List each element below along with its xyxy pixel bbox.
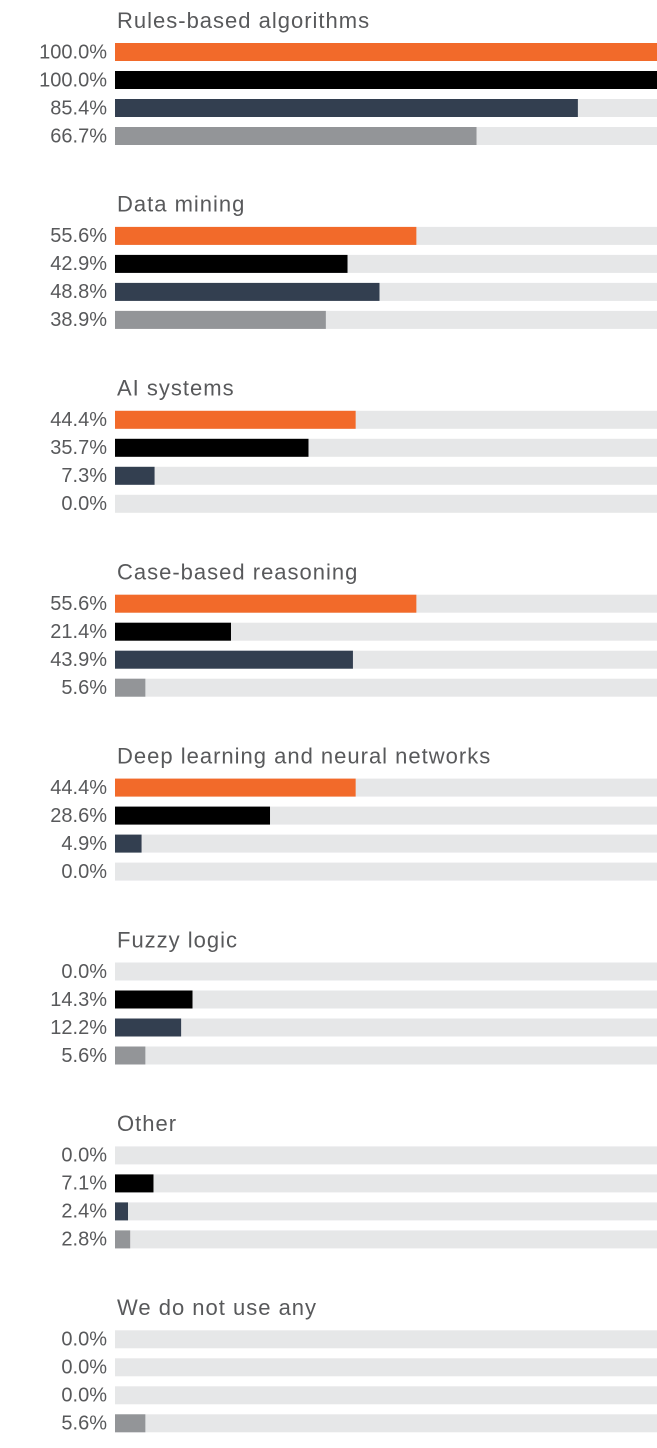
value-label: 28.6% (50, 805, 107, 827)
bar (115, 127, 477, 145)
value-label: 43.9% (50, 649, 107, 671)
value-label: 0.0% (61, 961, 107, 983)
bar (115, 226, 417, 245)
group-title: Other (117, 1111, 177, 1136)
bar-track (115, 678, 657, 697)
bar (115, 678, 146, 697)
value-label: 42.9% (50, 253, 107, 275)
bar (115, 1018, 182, 1037)
group-title: Case-based reasoning (117, 560, 358, 585)
bar (115, 834, 142, 853)
value-label: 2.8% (61, 1229, 107, 1251)
value-label: 5.6% (61, 677, 107, 699)
value-label: 0.0% (61, 1385, 107, 1407)
bar-track (115, 1330, 657, 1349)
bar-track (115, 1146, 657, 1165)
group-title: AI systems (117, 376, 235, 401)
bar-track (115, 834, 657, 853)
bar (115, 310, 326, 329)
value-label: 44.4% (50, 777, 107, 799)
bar (115, 99, 578, 117)
bar (115, 282, 380, 301)
bar (115, 43, 657, 61)
bar-track (115, 1018, 657, 1037)
bar-track (115, 1174, 657, 1193)
bar-track (115, 466, 657, 485)
value-label: 100.0% (39, 41, 107, 63)
value-label: 4.9% (61, 833, 107, 855)
bar (115, 466, 155, 485)
value-label: 21.4% (50, 621, 107, 643)
value-label: 7.3% (61, 465, 107, 487)
bar (115, 806, 271, 825)
value-label: 0.0% (61, 861, 107, 883)
bar (115, 438, 309, 457)
value-label: 55.6% (50, 593, 107, 615)
value-label: 0.0% (61, 1145, 107, 1167)
value-label: 66.7% (50, 125, 107, 147)
value-label: 48.8% (50, 281, 107, 303)
value-label: 0.0% (61, 1357, 107, 1379)
bar (115, 990, 193, 1009)
value-label: 0.0% (61, 493, 107, 515)
bar-track (115, 1386, 657, 1405)
value-label: 100.0% (39, 69, 107, 91)
group-title: Deep learning and neural networks (117, 743, 491, 768)
value-label: 12.2% (50, 1017, 107, 1039)
group-title: Fuzzy logic (117, 927, 238, 952)
value-label: 38.9% (50, 309, 107, 331)
bar-track (115, 1202, 657, 1221)
bar-track (115, 494, 657, 513)
bar-track (115, 1230, 657, 1249)
bar-track (115, 862, 657, 881)
bar (115, 254, 348, 273)
bar-track (115, 1358, 657, 1377)
value-label: 14.3% (50, 989, 107, 1011)
bar (115, 1202, 129, 1221)
group-title: Rules-based algorithms (117, 8, 370, 33)
value-label: 85.4% (50, 97, 107, 119)
bar-track (115, 1414, 657, 1433)
bar (115, 622, 231, 641)
bar-track (115, 990, 657, 1009)
value-label: 7.1% (61, 1173, 107, 1195)
bar (115, 1230, 131, 1249)
value-label: 2.4% (61, 1201, 107, 1223)
bar-track (115, 1046, 657, 1065)
bar (115, 594, 417, 613)
bar (115, 1414, 146, 1433)
bar (115, 778, 356, 797)
value-label: 5.6% (61, 1045, 107, 1067)
bar (115, 1046, 146, 1065)
group-title: Data mining (117, 192, 245, 217)
bar-track (115, 962, 657, 981)
bar (115, 71, 657, 89)
value-label: 44.4% (50, 409, 107, 431)
bar (115, 1174, 154, 1193)
value-label: 0.0% (61, 1329, 107, 1351)
bar (115, 410, 356, 429)
value-label: 5.6% (61, 1413, 107, 1435)
group-title: We do not use any (117, 1295, 317, 1320)
bar (115, 650, 353, 669)
value-label: 55.6% (50, 225, 107, 247)
value-label: 35.7% (50, 437, 107, 459)
bar-track (115, 622, 657, 641)
